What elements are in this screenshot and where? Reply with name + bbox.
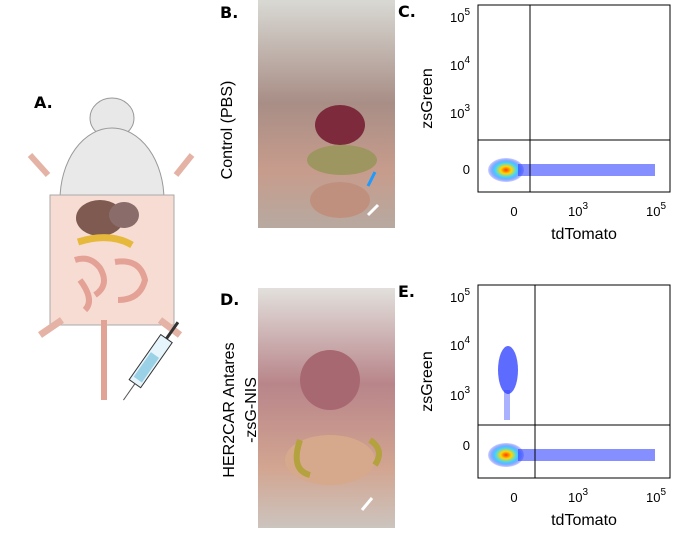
density xyxy=(518,164,655,176)
side-label: -zsG-NIS xyxy=(243,377,260,443)
panel-label: C. xyxy=(398,2,416,21)
tick-base: 10 xyxy=(568,490,582,505)
tick-label: 103 xyxy=(450,385,470,403)
side-label: Control (PBS) xyxy=(219,81,236,180)
x-axis-label: tdTomato xyxy=(551,226,617,243)
tick-base: 10 xyxy=(450,58,464,73)
tick-label: 103 xyxy=(450,103,470,121)
y-axis-label: zsGreen xyxy=(419,351,436,411)
tick-exponent: 5 xyxy=(464,7,470,18)
tick-label: 105 xyxy=(646,201,666,219)
x-axis-label: tdTomato xyxy=(551,512,617,529)
density xyxy=(504,390,510,420)
panel-label: E. xyxy=(398,282,415,301)
photo xyxy=(258,288,395,528)
tick-base: 0 xyxy=(463,438,470,453)
tick-base: 0 xyxy=(463,162,470,177)
photo xyxy=(258,0,395,228)
plot-frame xyxy=(477,4,671,193)
density xyxy=(518,449,655,461)
tick-exponent: 5 xyxy=(660,487,666,498)
tick-base: 10 xyxy=(450,388,464,403)
y-axis-label: zsGreen xyxy=(419,68,436,128)
tick-label: 0 xyxy=(510,204,517,219)
tick-exponent: 4 xyxy=(464,55,470,66)
tick-label: 105 xyxy=(450,7,470,25)
tick-label: 103 xyxy=(568,487,588,505)
tick-label: 104 xyxy=(450,55,470,73)
panel-label: B. xyxy=(220,3,238,22)
tick-label: 104 xyxy=(450,335,470,353)
tick-base: 0 xyxy=(510,204,517,219)
tick-label: 0 xyxy=(463,162,470,177)
density xyxy=(488,443,524,467)
tick-base: 0 xyxy=(510,490,517,505)
side-label: HER2CAR Antares xyxy=(221,342,238,477)
panel-label: D. xyxy=(220,290,239,309)
panel-label: A. xyxy=(34,93,53,112)
tick-base: 10 xyxy=(646,204,660,219)
tick-label: 0 xyxy=(510,490,517,505)
tick-base: 10 xyxy=(450,10,464,25)
mouse-illustration xyxy=(27,97,195,401)
plot-frame xyxy=(477,284,671,479)
density xyxy=(498,346,518,394)
tick-label: 105 xyxy=(646,487,666,505)
tick-base: 10 xyxy=(450,106,464,121)
tick-label: 0 xyxy=(463,438,470,453)
tick-label: 103 xyxy=(568,201,588,219)
tick-label: 105 xyxy=(450,287,470,305)
tick-exponent: 3 xyxy=(464,103,470,114)
tick-exponent: 3 xyxy=(582,487,588,498)
tick-exponent: 5 xyxy=(464,287,470,298)
tick-base: 10 xyxy=(568,204,582,219)
tick-base: 10 xyxy=(450,290,464,305)
tick-exponent: 3 xyxy=(582,201,588,212)
tick-base: 10 xyxy=(646,490,660,505)
tick-base: 10 xyxy=(450,338,464,353)
tick-exponent: 3 xyxy=(464,385,470,396)
density xyxy=(488,158,524,182)
tick-exponent: 5 xyxy=(660,201,666,212)
tick-exponent: 4 xyxy=(464,335,470,346)
